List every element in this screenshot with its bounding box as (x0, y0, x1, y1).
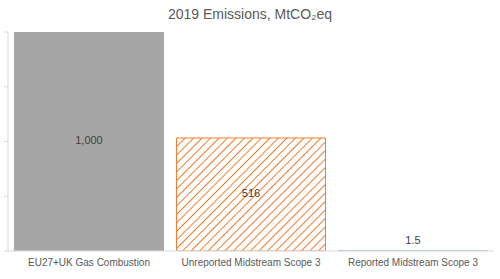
svg-text:EU27+UK Gas Combustion: EU27+UK Gas Combustion (28, 257, 150, 268)
svg-text:516: 516 (242, 187, 260, 199)
svg-text:1.5: 1.5 (405, 234, 420, 246)
html-text:2019 Emissions, MtCO₂eq: 2019 Emissions, MtCO₂eq (167, 6, 333, 22)
svg-text:Unreported Midstream Scope 3: Unreported Midstream Scope 3 (182, 257, 321, 268)
svg-text:Reported Midstream Scope 3: Reported Midstream Scope 3 (348, 257, 479, 268)
svg-text:1,000: 1,000 (75, 134, 103, 146)
